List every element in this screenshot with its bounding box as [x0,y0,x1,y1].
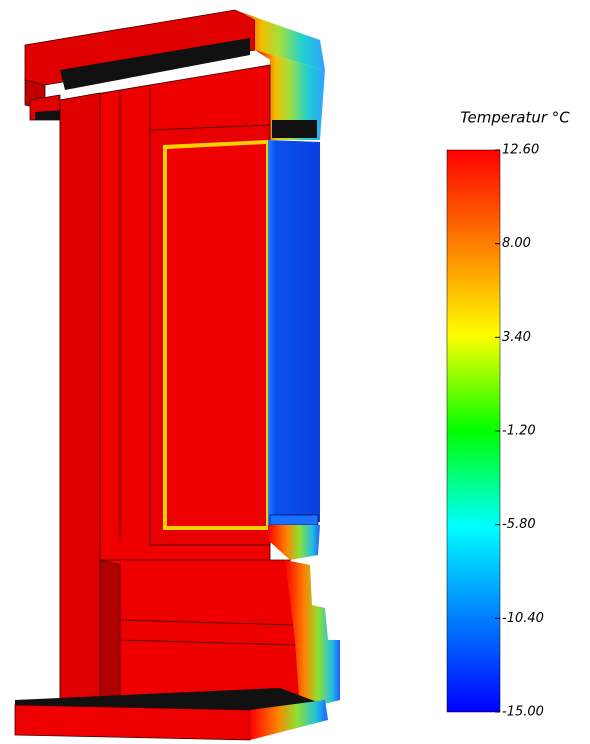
top-gap [272,120,317,138]
base-front [15,705,250,740]
legend-tick-label: 12.60 [502,143,539,158]
sill-gradient [268,525,320,560]
panel [167,144,266,526]
legend-ticks: 12.60 8.00 3.40 -1.20 -5.80 -10.40 -15.00 [495,143,544,720]
legend-title: Temperatur °C [460,109,570,127]
legend-tick-label: -10.40 [502,611,544,626]
page: Temperatur °C 12.60 8.00 3.40 -1.20 -5.80 -10… [0,0,590,744]
left-pilaster [60,93,100,700]
thermal-view: Temperatur °C 12.60 8.00 3.40 -1.20 -5.80 -10… [0,0,590,744]
legend-tick-label: 3.40 [502,330,531,345]
lower-recess [100,560,120,700]
glass-sill [270,515,318,525]
lower-face [100,560,300,700]
colorbar [447,150,500,712]
legend-tick-label: -1.20 [502,424,536,439]
glass [268,140,320,525]
legend-tick-label: -5.80 [502,517,536,532]
legend-tick-label: -15.00 [502,705,544,720]
legend-tick-label: 8.00 [502,236,531,251]
